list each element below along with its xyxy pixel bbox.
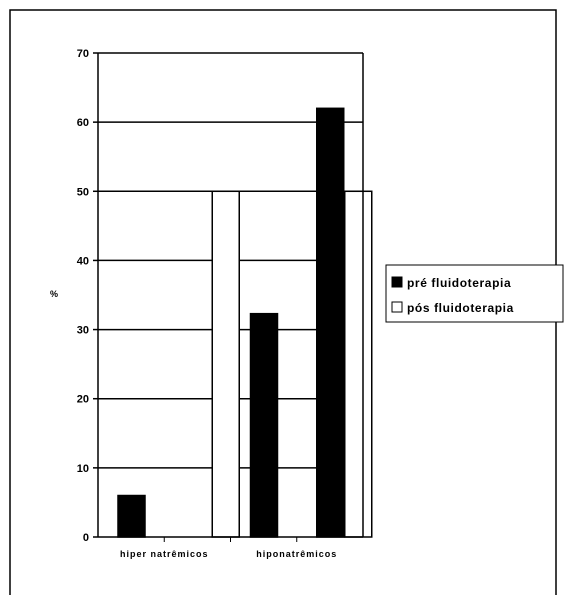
y-tick-label: 70 (77, 48, 89, 60)
bar-pre-2 (249, 312, 279, 538)
y-tick-label: 60 (77, 117, 89, 129)
x-category-label: hiper natrêmicos (120, 549, 209, 559)
legend-label-pre: pré fluidoterapia (407, 276, 511, 290)
bar-pos-3 (344, 190, 373, 538)
y-tick-label: 50 (77, 186, 89, 198)
y-axis-label: % (50, 289, 58, 299)
y-tick-label: 30 (77, 325, 89, 337)
legend-box (385, 264, 564, 323)
bar-pos-1 (211, 190, 240, 538)
legend-swatch-pos (391, 301, 403, 313)
bar-pre-3 (316, 107, 345, 538)
y-tick-label: 40 (77, 255, 89, 267)
legend: pré fluidoterapia pós fluidoterapia (385, 264, 564, 323)
bar-pre-0 (117, 494, 146, 538)
legend-label-pos: pós fluidoterapia (407, 301, 514, 315)
y-tick-label: 20 (77, 394, 89, 406)
y-tick-label: 10 (77, 463, 89, 475)
y-tick-label: 0 (83, 532, 89, 544)
plot-area: 0 10 20 30 40 50 60 70 hiper natrêmicos hiponatrê… (77, 48, 373, 559)
legend-swatch-pre (391, 276, 403, 288)
x-category-label: hiponatrêmicos (256, 549, 337, 559)
